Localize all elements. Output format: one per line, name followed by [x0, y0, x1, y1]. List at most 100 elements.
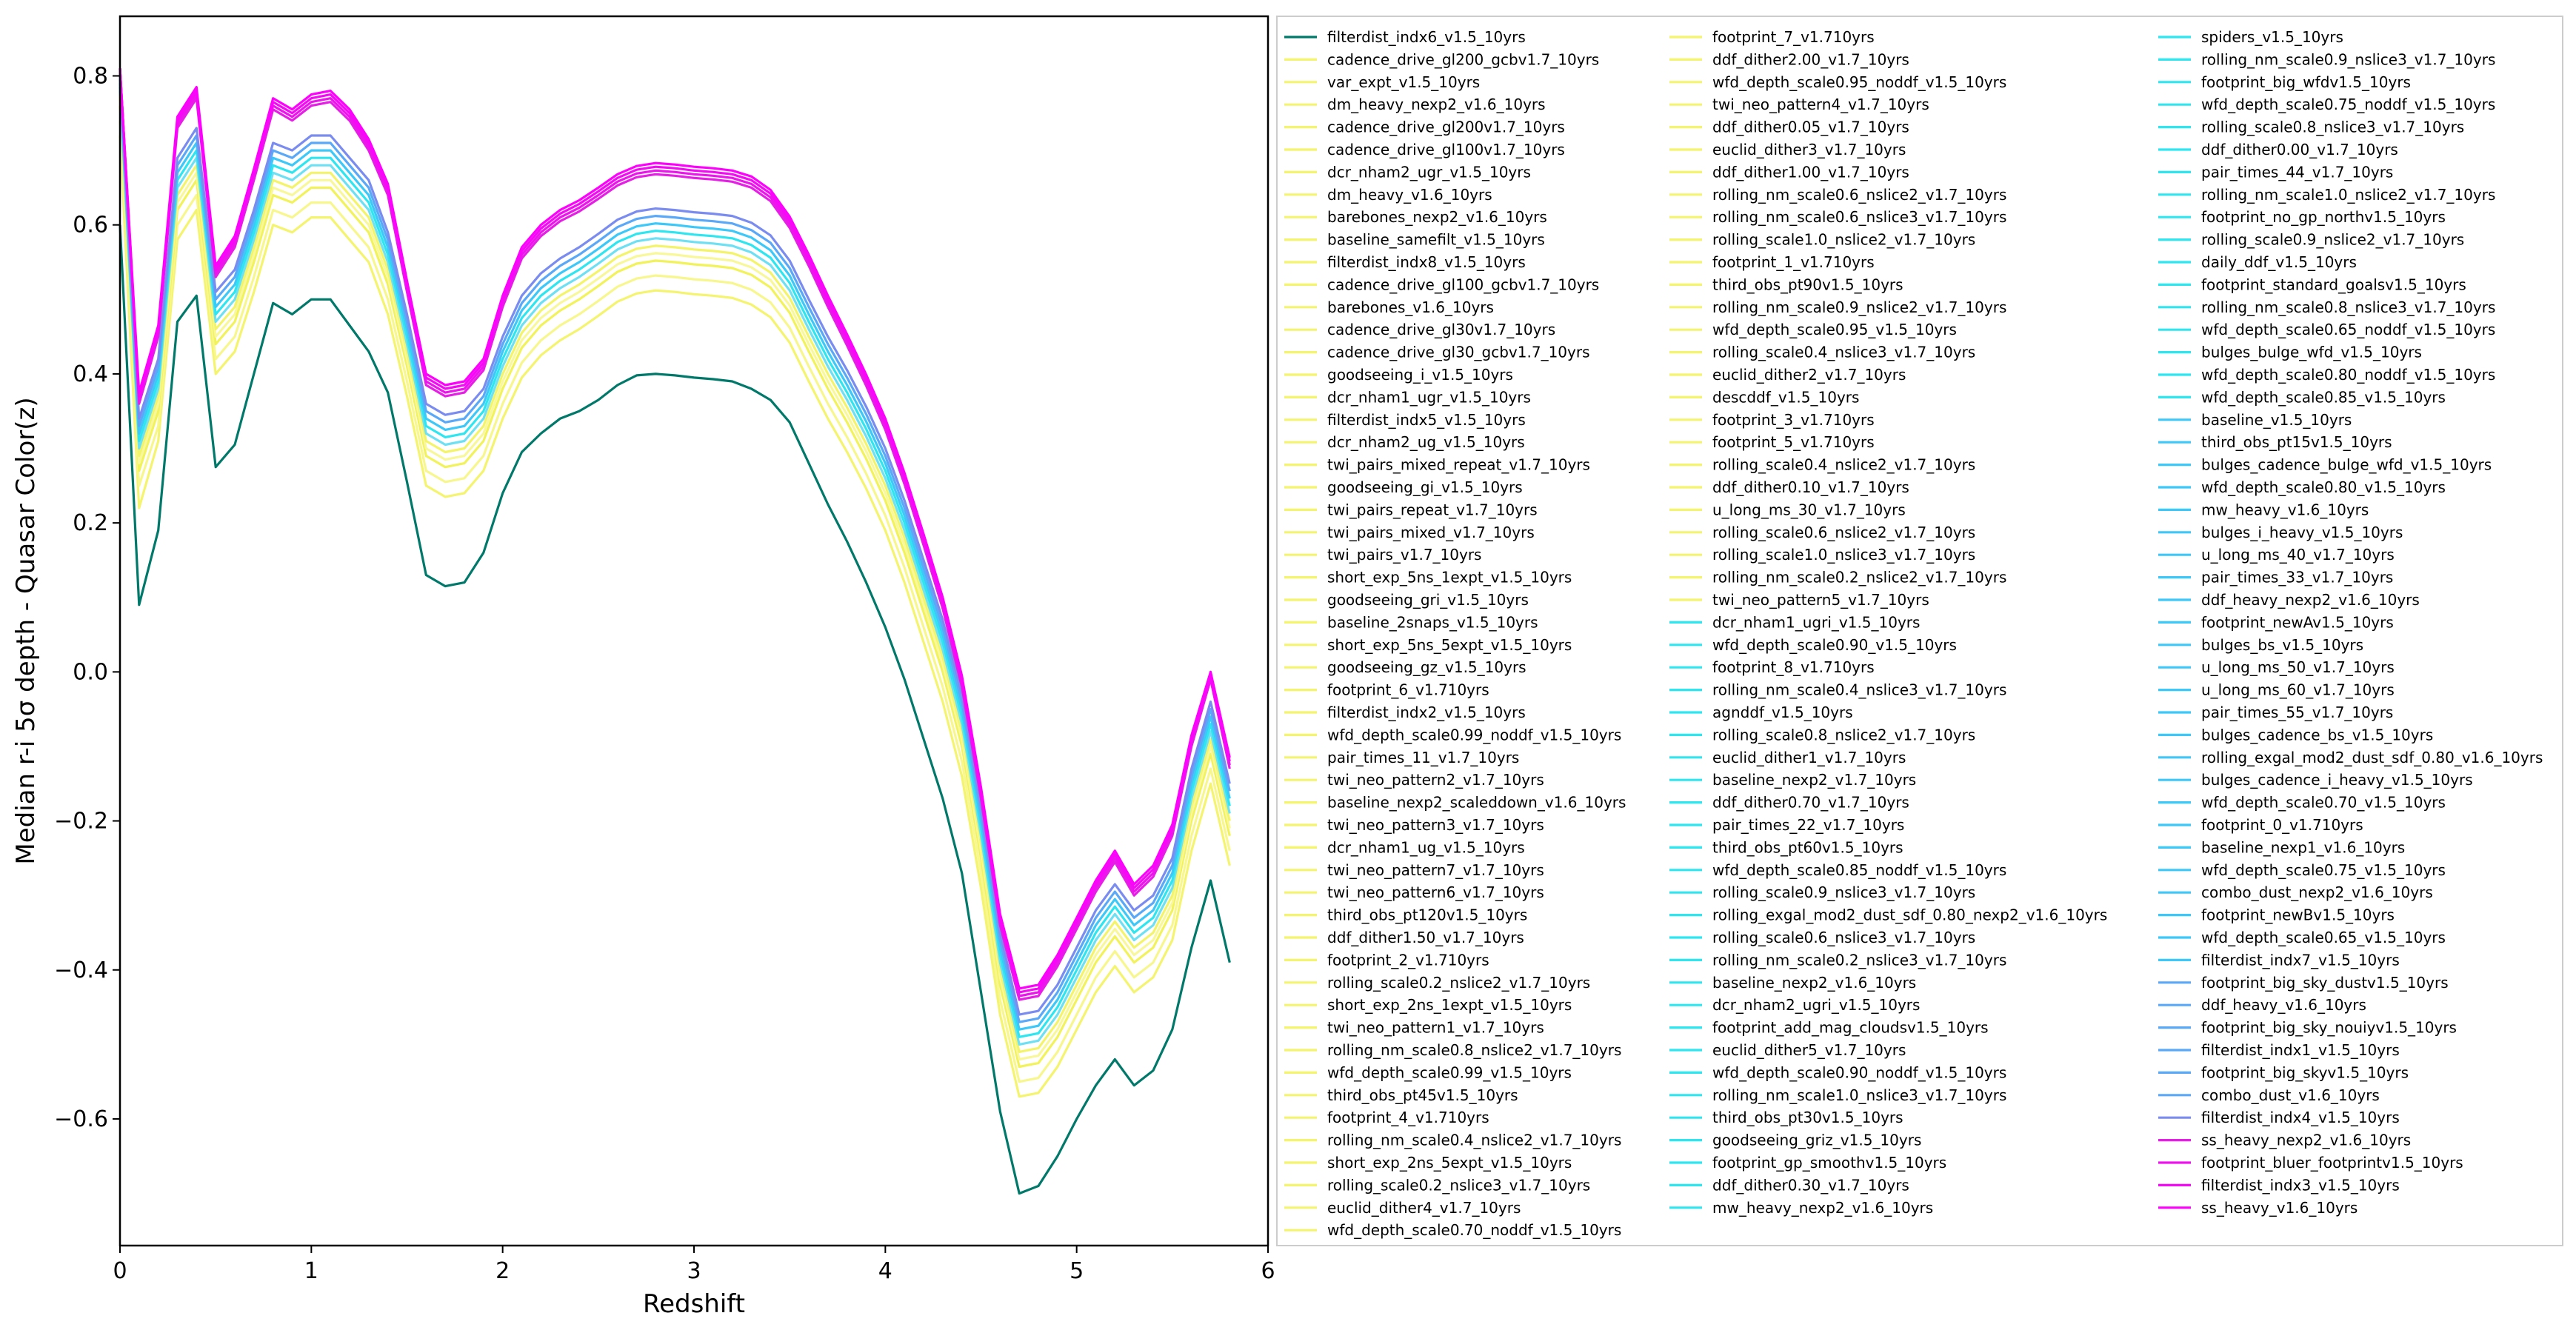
y-tick-label: 0.8	[73, 63, 108, 89]
legend-label: daily_ddf_v1.5_10yrs	[2201, 253, 2357, 271]
legend-label: ddf_heavy_nexp2_v1.6_10yrs	[2201, 591, 2420, 609]
legend-label: rolling_nm_scale0.6_nslice2_v1.7_10yrs	[1712, 186, 2006, 204]
legend-label: goodseeing_griz_v1.5_10yrs	[1712, 1132, 1921, 1149]
legend-label: goodseeing_gri_v1.5_10yrs	[1327, 591, 1529, 609]
y-tick-label: −0.4	[54, 958, 108, 983]
legend-label: rolling_scale1.0_nslice3_v1.7_10yrs	[1712, 546, 1975, 564]
series-line-14	[119, 68, 1231, 990]
legend-label: wfd_depth_scale0.99_noddf_v1.5_10yrs	[1327, 726, 1621, 743]
legend-label: bulges_bs_v1.5_10yrs	[2201, 636, 2363, 654]
legend-label: third_obs_pt60v1.5_10yrs	[1712, 838, 1903, 856]
legend-label: var_expt_v1.5_10yrs	[1327, 73, 1480, 91]
legend-label: euclid_dither1_v1.7_10yrs	[1712, 749, 1906, 766]
legend-label: bulges_i_heavy_v1.5_10yrs	[2201, 524, 2403, 541]
legend-label: pair_times_33_v1.7_10yrs	[2201, 569, 2393, 587]
legend-label: euclid_dither3_v1.7_10yrs	[1712, 141, 1906, 158]
legend-label: pair_times_11_v1.7_10yrs	[1327, 749, 1519, 766]
legend-label: twi_pairs_mixed_repeat_v1.7_10yrs	[1327, 456, 1590, 474]
legend-label: third_obs_pt90v1.5_10yrs	[1712, 275, 1903, 293]
legend-label: twi_neo_pattern1_v1.7_10yrs	[1327, 1019, 1544, 1037]
legend-label: cadence_drive_gl100v1.7_10yrs	[1327, 141, 1565, 158]
legend-label: wfd_depth_scale0.80_v1.5_10yrs	[2201, 478, 2446, 496]
legend-label: footprint_newBv1.5_10yrs	[2201, 906, 2395, 924]
legend-label: wfd_depth_scale0.90_noddf_v1.5_10yrs	[1712, 1063, 2006, 1081]
legend-label: rolling_scale0.2_nslice3_v1.7_10yrs	[1327, 1176, 1590, 1194]
legend-label: rolling_exgal_mod2_dust_sdf_0.80_nexp2_v…	[1712, 906, 2107, 924]
x-tick-label: 6	[1261, 1258, 1275, 1284]
series-line-12	[119, 68, 1231, 997]
legend-label: wfd_depth_scale0.90_v1.5_10yrs	[1712, 636, 1957, 654]
legend-label: footprint_3_v1.710yrs	[1712, 411, 1875, 429]
y-axis: −0.6 −0.4 −0.2 0.0 0.2 0.4 0.6 0.8	[54, 63, 120, 1132]
legend-label: rolling_nm_scale0.2_nslice2_v1.7_10yrs	[1712, 569, 2006, 587]
legend-label: footprint_0_v1.710yrs	[2201, 816, 2363, 834]
legend-label: rolling_nm_scale0.8_nslice2_v1.7_10yrs	[1327, 1041, 1621, 1059]
legend-label: bulges_cadence_bs_v1.5_10yrs	[2201, 726, 2433, 743]
legend-label: rolling_scale0.8_nslice3_v1.7_10yrs	[2201, 118, 2464, 136]
legend-label: footprint_standard_goalsv1.5_10yrs	[2201, 275, 2466, 293]
x-axis-title: Redshift	[643, 1289, 745, 1319]
legend-label: wfd_depth_scale0.85_noddf_v1.5_10yrs	[1712, 861, 2006, 879]
x-tick-label: 2	[495, 1258, 510, 1284]
legend-label: spiders_v1.5_10yrs	[2201, 28, 2343, 46]
legend-label: wfd_depth_scale0.75_v1.5_10yrs	[2201, 861, 2446, 879]
legend-label: rolling_nm_scale0.9_nslice2_v1.7_10yrs	[1712, 298, 2006, 316]
legend-label: rolling_nm_scale1.0_nslice2_v1.7_10yrs	[2201, 186, 2495, 204]
legend-label: wfd_depth_scale0.95_noddf_v1.5_10yrs	[1712, 73, 2006, 91]
legend-label: rolling_scale0.8_nslice2_v1.7_10yrs	[1712, 726, 1975, 743]
y-tick-label: 0.6	[73, 213, 108, 238]
legend-label: baseline_samefilt_v1.5_10yrs	[1327, 231, 1545, 249]
legend-label: footprint_add_mag_cloudsv1.5_10yrs	[1712, 1019, 1989, 1037]
legend-label: ddf_dither1.50_v1.7_10yrs	[1327, 929, 1524, 946]
legend-label: ddf_dither0.10_v1.7_10yrs	[1712, 478, 1909, 496]
series-line-4	[119, 98, 1231, 1061]
legend-label: rolling_nm_scale0.6_nslice3_v1.7_10yrs	[1712, 208, 2006, 226]
legend-label: u_long_ms_30_v1.7_10yrs	[1712, 501, 1906, 518]
legend-label: rolling_nm_scale0.9_nslice3_v1.7_10yrs	[2201, 50, 2495, 68]
legend-label: footprint_newAv1.5_10yrs	[2201, 613, 2394, 631]
legend-label: dcr_nham1_ug_v1.5_10yrs	[1327, 838, 1525, 856]
legend-label: wfd_depth_scale0.80_noddf_v1.5_10yrs	[2201, 366, 2495, 384]
legend-label: third_obs_pt30v1.5_10yrs	[1712, 1109, 1903, 1126]
legend-label: pair_times_22_v1.7_10yrs	[1712, 816, 1904, 834]
legend-label: barebones_nexp2_v1.6_10yrs	[1327, 208, 1547, 226]
legend-label: filterdist_indx4_v1.5_10yrs	[2201, 1109, 2400, 1126]
legend-label: footprint_gp_smoothv1.5_10yrs	[1712, 1154, 1946, 1172]
x-tick-label: 1	[304, 1258, 318, 1284]
legend-label: dcr_nham2_ugri_v1.5_10yrs	[1712, 996, 1920, 1014]
y-tick-label: 0.0	[73, 659, 108, 685]
legend-label: twi_neo_pattern7_v1.7_10yrs	[1327, 861, 1544, 879]
series-line-0	[119, 224, 1231, 1195]
legend-label: footprint_2_v1.710yrs	[1327, 951, 1489, 969]
series-line-2	[119, 120, 1231, 1083]
legend-label: rolling_scale0.2_nslice2_v1.7_10yrs	[1327, 974, 1590, 992]
legend-label: goodseeing_gz_v1.5_10yrs	[1327, 658, 1526, 676]
x-tick-label: 5	[1070, 1258, 1084, 1284]
legend-label: cadence_drive_gl30_gcbv1.7_10yrs	[1327, 344, 1590, 361]
legend-label: footprint_4_v1.710yrs	[1327, 1109, 1489, 1126]
legend-label: dm_heavy_v1.6_10yrs	[1327, 186, 1492, 204]
legend-label: dcr_nham1_ugri_v1.5_10yrs	[1712, 613, 1920, 631]
legend-label: cadence_drive_gl100_gcbv1.7_10yrs	[1327, 275, 1599, 293]
legend-label: ddf_dither0.05_v1.7_10yrs	[1712, 118, 1909, 136]
legend-label: agnddf_v1.5_10yrs	[1712, 704, 1853, 721]
legend-label: ddf_dither0.30_v1.7_10yrs	[1712, 1176, 1909, 1194]
legend-label: filterdist_indx5_v1.5_10yrs	[1327, 411, 1526, 429]
legend-label: ss_heavy_nexp2_v1.6_10yrs	[2201, 1132, 2411, 1149]
legend-label: third_obs_pt120v1.5_10yrs	[1327, 906, 1527, 924]
legend-label: baseline_v1.5_10yrs	[2201, 411, 2352, 429]
x-tick-label: 4	[878, 1258, 892, 1284]
legend-label: baseline_nexp2_v1.6_10yrs	[1712, 974, 1916, 992]
legend-label: rolling_scale0.6_nslice2_v1.7_10yrs	[1712, 524, 1975, 541]
legend-label: filterdist_indx3_v1.5_10yrs	[2201, 1176, 2400, 1194]
legend-label: twi_neo_pattern5_v1.7_10yrs	[1712, 591, 1929, 609]
legend-label: twi_pairs_v1.7_10yrs	[1327, 546, 1481, 564]
legend-label: euclid_dither4_v1.7_10yrs	[1327, 1199, 1521, 1217]
y-tick-label: −0.2	[54, 809, 108, 835]
legend-label: rolling_nm_scale1.0_nslice3_v1.7_10yrs	[1712, 1086, 2006, 1104]
legend-label: rolling_nm_scale0.8_nslice3_v1.7_10yrs	[2201, 298, 2495, 316]
legend-label: combo_dust_v1.6_10yrs	[2201, 1086, 2380, 1104]
series-line-11	[119, 68, 1231, 1001]
x-tick-label: 3	[687, 1258, 701, 1284]
legend-label: rolling_scale0.4_nslice2_v1.7_10yrs	[1712, 456, 1975, 474]
